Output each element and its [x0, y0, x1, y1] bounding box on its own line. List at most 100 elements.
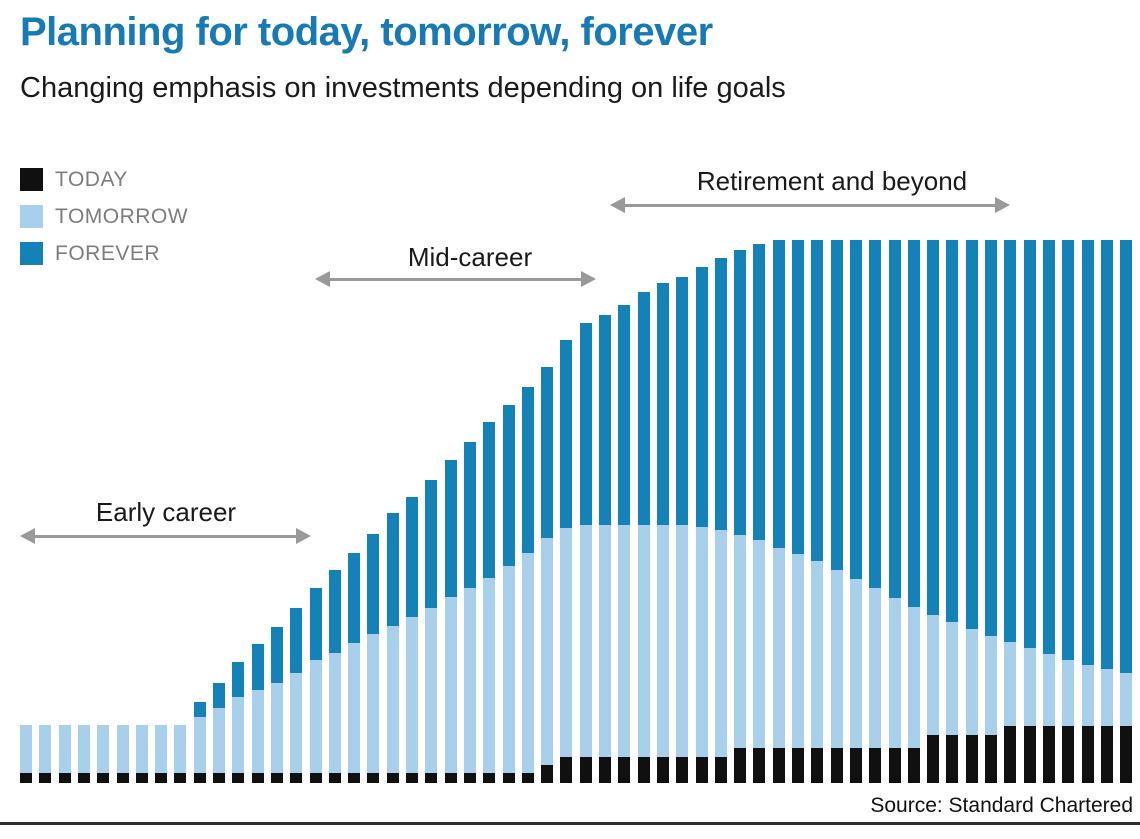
bar: [444, 460, 457, 783]
bar-segment-forever: [328, 570, 341, 653]
bar-segment-tomorrow: [232, 697, 245, 773]
bar-segment-tomorrow: [792, 554, 804, 748]
bar-segment-today: [116, 773, 129, 783]
bar-segment-today: [888, 748, 901, 783]
bar-segment-tomorrow: [676, 525, 689, 757]
bar-segment-today: [656, 757, 669, 783]
bar: [907, 240, 920, 783]
bar: [1100, 240, 1113, 783]
bar-segment-tomorrow: [213, 708, 225, 773]
bar-segment-today: [1081, 726, 1094, 783]
bar-segment-tomorrow: [734, 535, 747, 748]
bar: [97, 725, 110, 783]
arrow-right-icon: [995, 197, 1010, 213]
bar-segment-tomorrow: [714, 530, 727, 757]
bar-segment-tomorrow: [849, 579, 862, 748]
bar-segment-today: [985, 735, 997, 783]
bar: [213, 683, 225, 783]
bar: [77, 725, 90, 783]
bar: [521, 387, 534, 783]
bar: [830, 240, 843, 783]
arrow-left-icon: [610, 197, 625, 213]
bar: [425, 480, 438, 783]
bar-segment-today: [328, 773, 341, 783]
phase-label-early-career: Early career: [95, 497, 237, 527]
bar-segment-today: [155, 773, 168, 783]
bar: [309, 588, 322, 783]
bar-segment-forever: [695, 267, 708, 527]
bar-segment-tomorrow: [309, 660, 322, 773]
bar: [734, 250, 747, 783]
bar-segment-tomorrow: [560, 528, 573, 757]
bar-segment-tomorrow: [541, 538, 554, 765]
bar: [965, 240, 978, 783]
bar-segment-tomorrow: [1100, 669, 1113, 726]
bar-segment-today: [792, 748, 804, 783]
bar-segment-forever: [869, 240, 882, 588]
legend-label-forever: FOREVER: [55, 242, 161, 265]
bar-segment-today: [77, 773, 90, 783]
bar-segment-today: [1120, 726, 1133, 783]
bar-segment-today: [869, 748, 882, 783]
bar-segment-forever: [792, 240, 804, 554]
bar-segment-tomorrow: [521, 553, 534, 773]
bar-segment-forever: [541, 367, 554, 538]
bar: [772, 240, 785, 783]
bar-segment-today: [386, 773, 399, 783]
bar-segment-today: [830, 748, 843, 783]
bar-segment-today: [579, 757, 592, 783]
bar-segment-forever: [213, 683, 225, 708]
bar-segment-today: [753, 748, 766, 783]
bar-segment-tomorrow: [579, 525, 592, 757]
bar-segment-forever: [1081, 240, 1094, 665]
bar-segment-today: [290, 773, 303, 783]
bar: [328, 570, 341, 783]
bar-segment-forever: [367, 534, 380, 634]
bar-segment-today: [58, 773, 71, 783]
bar-segment-tomorrow: [1042, 654, 1055, 726]
bar-segment-today: [232, 773, 245, 783]
bar: [714, 258, 727, 783]
bar: [348, 553, 361, 783]
bar: [599, 315, 611, 783]
bar-segment-today: [135, 773, 148, 783]
arrow-right-icon: [296, 528, 311, 544]
forever-swatch-icon: [20, 242, 43, 265]
bar-segment-tomorrow: [946, 622, 959, 735]
bar-segment-forever: [734, 250, 747, 535]
bar-segment-tomorrow: [502, 566, 515, 773]
bar: [1062, 240, 1075, 783]
bar-segment-today: [174, 773, 187, 783]
bar: [1004, 240, 1017, 783]
bar: [39, 725, 52, 783]
legend-item-tomorrow: TOMORROW: [20, 205, 188, 228]
bar: [811, 240, 824, 783]
bar-segment-today: [927, 735, 940, 783]
bar-segment-tomorrow: [116, 725, 129, 773]
source-attribution: Source: Standard Chartered: [870, 794, 1133, 817]
arrow-right-icon: [581, 271, 596, 287]
legend-item-today: TODAY: [20, 168, 188, 191]
bar: [792, 240, 804, 783]
bar-segment-forever: [290, 608, 303, 673]
bar: [193, 702, 206, 783]
arrow-line: [325, 277, 586, 281]
bar-segment-today: [39, 773, 52, 783]
bar-segment-tomorrow: [599, 525, 611, 757]
bar-segment-forever: [386, 513, 399, 626]
bar-segment-forever: [560, 340, 573, 528]
bar: [637, 292, 650, 783]
bar: [502, 405, 515, 783]
bar: [1042, 240, 1055, 783]
bar-segment-forever: [270, 627, 283, 683]
bar-segment-forever: [579, 323, 592, 525]
bar-segment-tomorrow: [463, 588, 476, 773]
bar-segment-tomorrow: [772, 548, 785, 748]
page-subtitle: Changing emphasis on investments dependi…: [20, 72, 786, 104]
bar-segment-today: [734, 748, 747, 783]
bar-segment-today: [618, 757, 631, 783]
bar-segment-forever: [907, 240, 920, 607]
bar-segment-today: [483, 773, 496, 783]
bar-segment-forever: [1042, 240, 1055, 654]
